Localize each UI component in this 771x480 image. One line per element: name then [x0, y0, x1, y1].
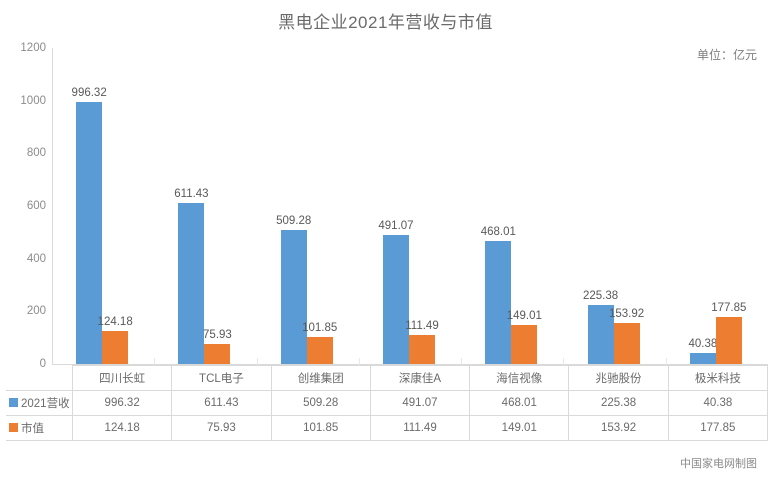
- table-cell: 225.38: [568, 390, 669, 416]
- y-axis-tick-label: 1200: [20, 42, 46, 54]
- bar-mktcap[interactable]: [408, 334, 435, 364]
- table-column-header: 兆驰股份: [568, 365, 669, 391]
- bar-group: 996.32 124.18: [52, 48, 154, 364]
- category-separator: [665, 358, 667, 365]
- legend-swatch-icon: [9, 422, 18, 432]
- data-table-body: 四川长虹 TCL电子 创维集团 深康佳A 海信视像 兆驰股份 极米科技 2021营收 996.3…: [6, 365, 769, 441]
- plot-area: 996.32 124.18 611.43 75.93 509.28 101.85 491.0…: [52, 48, 768, 364]
- table-cell: 101.85: [270, 415, 371, 441]
- table-cell: 153.92: [568, 415, 669, 441]
- table-cell: 177.85: [667, 415, 769, 441]
- table-column-header: 极米科技: [667, 365, 769, 391]
- table-cell: 509.28: [270, 390, 371, 416]
- credit-text: 中国家电网制图: [680, 458, 757, 470]
- legend-entry[interactable]: 市值: [6, 415, 73, 441]
- table-column-header: 深康佳A: [369, 365, 471, 391]
- bar-mktcap[interactable]: [306, 337, 333, 364]
- bar-value-label: 75.93: [203, 329, 232, 342]
- bar-revenue[interactable]: [178, 203, 205, 364]
- bar-group: 491.07 111.49: [359, 48, 461, 364]
- bar-group: 509.28 101.85: [257, 48, 359, 364]
- unit-note: 单位：亿元: [696, 48, 757, 62]
- category-separator: [461, 358, 463, 365]
- bar-mktcap[interactable]: [715, 317, 742, 364]
- legend-swatch-icon: [9, 397, 18, 407]
- bar-value-label: 101.85: [302, 322, 338, 335]
- table-column-header: 创维集团: [270, 365, 371, 391]
- table-cell: 611.43: [171, 390, 272, 416]
- y-axis-tick-label: 200: [26, 305, 46, 318]
- bar-mktcap[interactable]: [511, 324, 538, 364]
- category-separator: [358, 358, 360, 365]
- bar-value-label: 40.38: [688, 338, 718, 351]
- bar-revenue[interactable]: [689, 353, 716, 364]
- legend-label: 市值: [21, 423, 44, 435]
- bar-value-label: 491.07: [378, 219, 414, 232]
- bar-value-label: 124.18: [97, 316, 133, 329]
- y-axis-tick-label: 600: [26, 200, 46, 212]
- x-axis-line: [52, 364, 768, 365]
- bar-revenue[interactable]: [485, 240, 512, 364]
- category-separator: [256, 358, 258, 365]
- bar-value-label: 996.32: [71, 86, 107, 99]
- bar-group: 611.43 75.93: [154, 48, 256, 364]
- bar-value-label: 177.85: [711, 302, 747, 315]
- y-axis-tick-label: 800: [26, 147, 46, 160]
- bar-mktcap[interactable]: [102, 331, 129, 364]
- bar-revenue[interactable]: [76, 101, 103, 364]
- table-corner-cell: [6, 366, 73, 391]
- bar-group: 468.01 149.01: [461, 48, 563, 364]
- table-cell: 75.93: [171, 415, 272, 441]
- bar-revenue[interactable]: [382, 234, 409, 364]
- bar-mktcap[interactable]: [613, 323, 640, 364]
- bars-layer: 996.32 124.18 611.43 75.93 509.28 101.85 491.0…: [52, 48, 768, 364]
- bar-value-label: 509.28: [276, 214, 312, 227]
- bar-revenue[interactable]: [587, 304, 614, 364]
- table-row: 2021营收 996.32 611.43 509.28 491.07 468.01 225.…: [6, 390, 769, 416]
- y-axis-tick-label: 1000: [20, 94, 46, 107]
- table-column-header: 四川长虹: [71, 365, 173, 391]
- bar-group: 40.38 177.85: [666, 48, 768, 364]
- bar-group: 225.38 153.92: [563, 48, 665, 364]
- chart-title: 黑电企业2021年营收与市值: [278, 13, 493, 32]
- table-cell: 40.38: [667, 390, 769, 416]
- bar-revenue[interactable]: [280, 229, 307, 364]
- table-header-row: 四川长虹 TCL电子 创维集团 深康佳A 海信视像 兆驰股份 极米科技: [6, 365, 769, 391]
- table-cell: 111.49: [369, 415, 471, 441]
- bar-value-label: 611.43: [174, 188, 209, 200]
- category-separator: [154, 358, 156, 365]
- table-column-header: TCL电子: [171, 365, 272, 391]
- table-cell: 124.18: [71, 415, 173, 441]
- bar-value-label: 153.92: [608, 308, 645, 321]
- legend-label: 2021营收: [21, 398, 70, 410]
- y-axis-tick-label: 400: [26, 252, 46, 265]
- y-axis-line: [52, 48, 53, 365]
- table-cell: 149.01: [469, 415, 570, 441]
- legend-entry[interactable]: 2021营收: [6, 390, 73, 416]
- y-axis-tick-label: 0: [39, 358, 46, 370]
- bar-value-label: 468.01: [480, 225, 516, 238]
- y-axis: 0 200 400 600 800 1000 1200: [0, 42, 46, 370]
- data-table: 四川长虹 TCL电子 创维集团 深康佳A 海信视像 兆驰股份 极米科技 2021营收 996.3…: [6, 365, 769, 441]
- bar-mktcap[interactable]: [204, 344, 231, 364]
- table-cell: 468.01: [469, 390, 570, 416]
- bar-value-label: 225.38: [582, 289, 619, 302]
- category-separator: [563, 358, 565, 365]
- table-column-header: 海信视像: [469, 365, 570, 391]
- bar-value-label: 149.01: [506, 309, 542, 322]
- bar-value-label: 111.49: [405, 319, 439, 332]
- table-cell: 996.32: [71, 390, 173, 416]
- table-cell: 491.07: [369, 390, 471, 416]
- table-row: 市值 124.18 75.93 101.85 111.49 149.01 153.92 177…: [6, 415, 769, 441]
